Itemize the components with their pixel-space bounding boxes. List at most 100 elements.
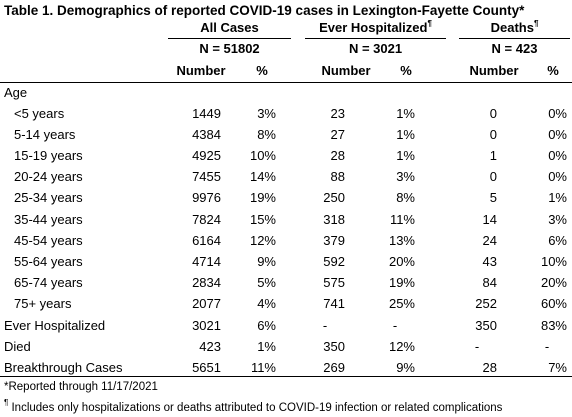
group-n: N = 3021: [348, 41, 403, 56]
row-label: 15-19 years: [14, 148, 83, 164]
cell: 24: [482, 232, 497, 248]
cell: 0: [489, 106, 497, 121]
section-label: Age: [4, 85, 28, 100]
group-header: Deaths¶: [459, 20, 570, 36]
cell: -: [544, 339, 550, 355]
group-mark: ¶: [533, 19, 539, 28]
group-rule: [459, 38, 570, 39]
row-label: 55-64 years: [14, 253, 83, 269]
column-header: %: [256, 63, 268, 78]
row-label: Ever Hospitalized: [4, 318, 106, 333]
bottom-rule: [0, 376, 572, 377]
cell: 10%: [249, 148, 276, 164]
group-n: N = 423: [491, 41, 538, 56]
cell: 592: [323, 253, 345, 269]
cell: 15%: [249, 211, 276, 227]
cell: 8%: [257, 127, 276, 143]
cell: 1: [489, 148, 497, 164]
cell: 269: [323, 360, 345, 376]
cell: 28: [330, 148, 345, 164]
cell: 1%: [396, 148, 415, 164]
cell: 6%: [548, 232, 567, 248]
row-label: Died: [4, 339, 31, 355]
cell: 741: [323, 295, 345, 311]
group-name: All Cases: [200, 20, 259, 35]
cell: -: [474, 339, 480, 355]
row-label: 25-34 years: [14, 190, 83, 206]
cell: 0%: [548, 106, 567, 121]
cell: 318: [323, 211, 345, 227]
cell: 6%: [257, 318, 276, 333]
cell: 19%: [249, 190, 276, 206]
column-header: Number: [469, 63, 519, 78]
cell: 0%: [548, 127, 567, 143]
cell: 20%: [540, 274, 567, 290]
cell: 7824: [192, 211, 221, 227]
footnote-text: *Reported through 11/17/2021: [4, 381, 158, 393]
cell: 350: [323, 339, 345, 355]
group-rule: [168, 38, 291, 39]
group-n: N = 51802: [199, 41, 260, 56]
cell: 3%: [548, 211, 567, 227]
cell: 1%: [396, 106, 415, 121]
row-label: 35-44 years: [14, 211, 83, 227]
cell: 350: [475, 318, 497, 333]
column-header: Number: [176, 63, 226, 78]
row-label: 20-24 years: [14, 169, 83, 185]
cell: -: [392, 318, 398, 333]
cell: 3%: [396, 169, 415, 185]
cell: 1449: [192, 106, 221, 121]
cell: 23: [330, 106, 345, 121]
cell: 84: [482, 274, 497, 290]
cell: 14%: [249, 169, 276, 185]
cell: 13%: [388, 232, 415, 248]
cell: 28: [482, 360, 497, 376]
cell: 8%: [396, 190, 415, 206]
cell: 14: [482, 211, 497, 227]
cell: 1%: [257, 339, 276, 355]
group-name: Ever Hospitalized: [319, 20, 428, 35]
header-rule: [0, 82, 572, 83]
cell: 575: [323, 274, 345, 290]
cell: 12%: [249, 232, 276, 248]
cell: 6164: [192, 232, 221, 248]
cell: 423: [199, 339, 221, 355]
cell: 5651: [192, 360, 221, 376]
group-header: Ever Hospitalized¶: [305, 20, 446, 36]
cell: 4%: [257, 295, 276, 311]
cell: 0%: [548, 148, 567, 164]
cell: 25%: [388, 295, 415, 311]
cell: 2834: [192, 274, 221, 290]
group-name: Deaths: [490, 20, 534, 35]
cell: 88: [330, 169, 345, 185]
cell: 12%: [388, 339, 415, 355]
cell: 83%: [540, 318, 567, 333]
cell: 4384: [192, 127, 221, 143]
row-label: Breakthrough Cases: [4, 360, 123, 376]
cell: 7%: [548, 360, 567, 376]
row-label: 65-74 years: [14, 274, 83, 290]
cell: 5: [489, 190, 497, 206]
cell: 11%: [389, 211, 415, 227]
cell: 379: [323, 232, 345, 248]
cell: 2077: [192, 295, 221, 311]
footnote-mark: ¶: [4, 398, 9, 407]
row-label: 75+ years: [14, 295, 72, 311]
cell: 4714: [192, 253, 221, 269]
cell: 252: [475, 295, 497, 311]
column-header: %: [547, 63, 559, 78]
cell: 0: [489, 169, 497, 185]
cell: 9976: [192, 190, 221, 206]
row-label: 5-14 years: [14, 127, 76, 143]
footnote-text: Includes only hospitalizations or deaths…: [8, 402, 503, 414]
cell: 10%: [540, 253, 567, 269]
group-rule: [305, 38, 446, 39]
cell: 1%: [396, 127, 415, 143]
footnote: *Reported through 11/17/2021: [4, 379, 158, 395]
cell: 11%: [250, 360, 276, 376]
cell: 9%: [257, 253, 276, 269]
column-header: %: [400, 63, 412, 78]
cell: -: [322, 318, 328, 333]
cell: 20%: [388, 253, 415, 269]
